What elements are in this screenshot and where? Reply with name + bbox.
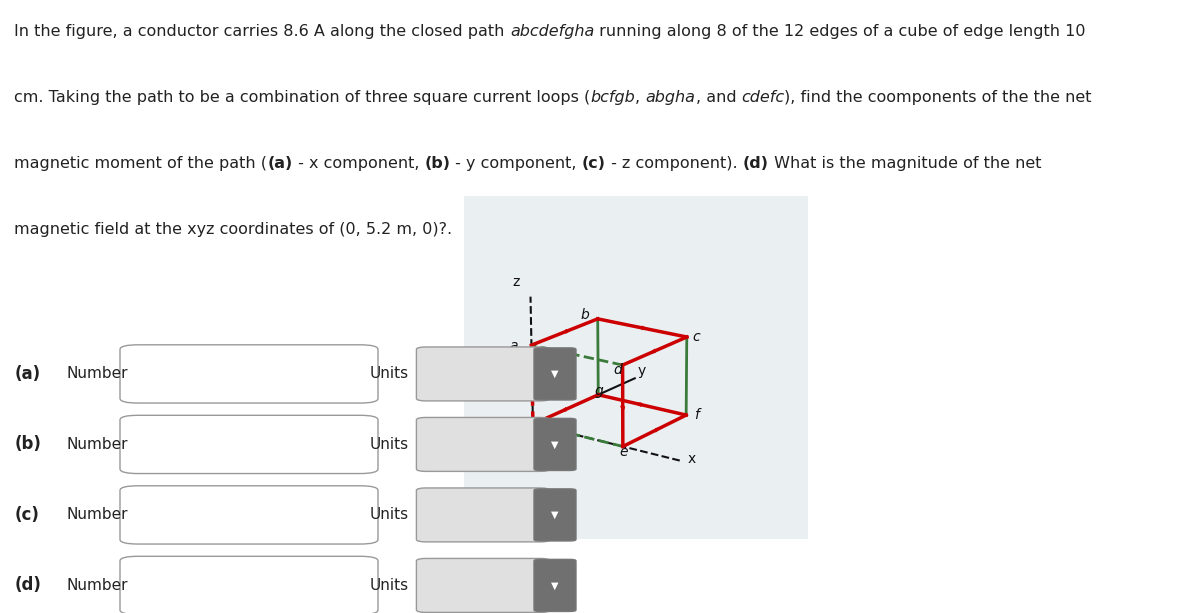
- Text: magnetic field at the xyz coordinates of (0, 5.2 m, 0)?.: magnetic field at the xyz coordinates of…: [14, 222, 452, 237]
- FancyBboxPatch shape: [534, 348, 576, 400]
- Text: - z component).: - z component).: [606, 156, 743, 171]
- Text: Units: Units: [370, 437, 409, 452]
- Text: running along 8 of the 12 edges of a cube of edge length 10: running along 8 of the 12 edges of a cub…: [594, 23, 1086, 39]
- Text: magnetic moment of the path (: magnetic moment of the path (: [14, 156, 268, 171]
- FancyBboxPatch shape: [416, 347, 550, 401]
- Text: ▼: ▼: [551, 369, 559, 379]
- Text: Units: Units: [370, 367, 409, 381]
- Text: ), find the coomponents of the the net: ), find the coomponents of the the net: [785, 89, 1092, 105]
- FancyBboxPatch shape: [120, 416, 378, 473]
- Text: Number: Number: [66, 437, 127, 452]
- Text: cdefc: cdefc: [742, 89, 785, 105]
- Text: Number: Number: [66, 367, 127, 381]
- Text: abcdefgha: abcdefgha: [510, 23, 594, 39]
- Text: cm. Taking the path to be a combination of three square current loops (: cm. Taking the path to be a combination …: [14, 89, 590, 105]
- Text: Units: Units: [370, 578, 409, 593]
- Text: (d): (d): [14, 576, 41, 595]
- Text: ,: ,: [636, 89, 646, 105]
- FancyBboxPatch shape: [416, 558, 550, 612]
- Text: What is the magnitude of the net: What is the magnitude of the net: [769, 156, 1042, 171]
- Text: In the figure, a conductor carries 8.6 A along the closed path: In the figure, a conductor carries 8.6 A…: [14, 23, 510, 39]
- Text: (a): (a): [268, 156, 293, 171]
- Text: (b): (b): [14, 435, 41, 454]
- FancyBboxPatch shape: [120, 345, 378, 403]
- FancyBboxPatch shape: [120, 557, 378, 613]
- Text: (c): (c): [14, 506, 40, 524]
- Text: abgha: abgha: [646, 89, 696, 105]
- Text: (d): (d): [743, 156, 769, 171]
- Text: Number: Number: [66, 508, 127, 522]
- Text: - y component,: - y component,: [450, 156, 582, 171]
- Text: - x component,: - x component,: [293, 156, 425, 171]
- Text: Number: Number: [66, 578, 127, 593]
- Text: , and: , and: [696, 89, 742, 105]
- Text: ▼: ▼: [551, 440, 559, 449]
- FancyBboxPatch shape: [120, 485, 378, 544]
- FancyBboxPatch shape: [534, 559, 576, 612]
- Text: bcfgb: bcfgb: [590, 89, 636, 105]
- FancyBboxPatch shape: [416, 488, 550, 542]
- Text: (a): (a): [14, 365, 41, 383]
- Text: Units: Units: [370, 508, 409, 522]
- Text: (b): (b): [425, 156, 450, 171]
- Text: (c): (c): [582, 156, 606, 171]
- Text: ▼: ▼: [551, 510, 559, 520]
- Text: ▼: ▼: [551, 581, 559, 590]
- FancyBboxPatch shape: [534, 489, 576, 541]
- FancyBboxPatch shape: [534, 418, 576, 471]
- FancyBboxPatch shape: [416, 417, 550, 471]
